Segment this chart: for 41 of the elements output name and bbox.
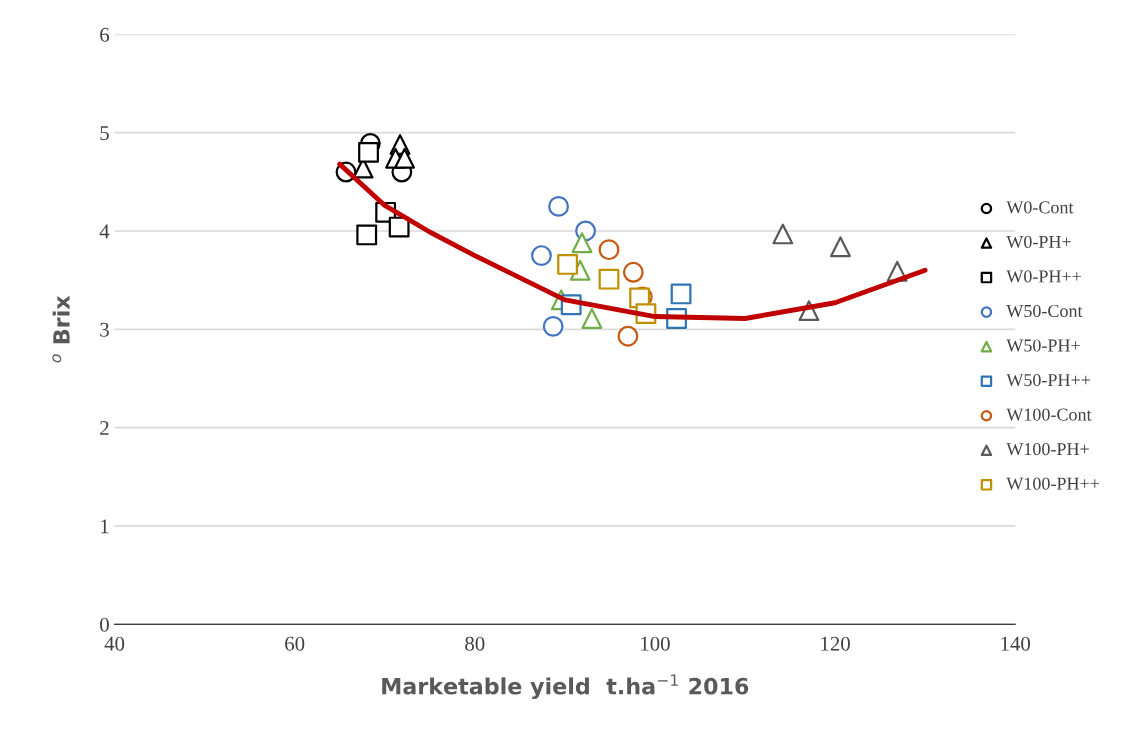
point	[571, 232, 593, 254]
y-tick-label: 2	[100, 421, 109, 435]
y-axis-title: $^{o}$ Brix	[52, 295, 70, 363]
y-tick-label: 6	[100, 27, 110, 42]
legend-label: W50-PH++	[1006, 373, 1090, 387]
x-tick-label: 60	[285, 636, 305, 651]
y-tick-label: 3	[100, 322, 109, 337]
legend-label: W100-Cont	[1006, 408, 1092, 421]
point	[531, 245, 552, 266]
x-tick-label: 40	[104, 636, 125, 651]
point	[394, 147, 415, 169]
legend-label: W0-Cont	[1006, 201, 1074, 214]
legend-label: W50-PH+	[1006, 339, 1080, 352]
point	[830, 236, 851, 258]
x-axis-title: Marketable yield t.ha$^{−1}$ 2016	[382, 674, 749, 700]
legend-label: W50-Cont	[1006, 304, 1083, 318]
legend-label: W100-PH+	[1006, 443, 1089, 456]
point	[542, 315, 564, 337]
point	[670, 283, 692, 305]
legend-label: W100-PH++	[1006, 477, 1100, 490]
legend-label: W0-PH+	[1006, 235, 1071, 249]
point	[388, 216, 410, 238]
y-tick-label: 5	[100, 126, 109, 141]
point	[772, 223, 794, 245]
y-tick-label: 4	[99, 224, 110, 239]
x-tick-label: 120	[821, 636, 850, 651]
point	[622, 261, 644, 283]
point	[548, 195, 569, 217]
point	[356, 224, 378, 246]
x-tick-label: 140	[1001, 636, 1031, 651]
y-tick-label: 0	[100, 617, 109, 632]
point	[358, 141, 379, 163]
point	[581, 308, 603, 329]
y-tick-label: 1	[101, 519, 109, 534]
legend-label: W0-PH++	[1006, 270, 1081, 283]
point	[598, 268, 620, 290]
x-tick-label: 100	[641, 636, 670, 651]
x-tick-label: 80	[465, 636, 485, 651]
point	[557, 254, 578, 275]
point	[617, 325, 639, 347]
point	[598, 239, 620, 261]
